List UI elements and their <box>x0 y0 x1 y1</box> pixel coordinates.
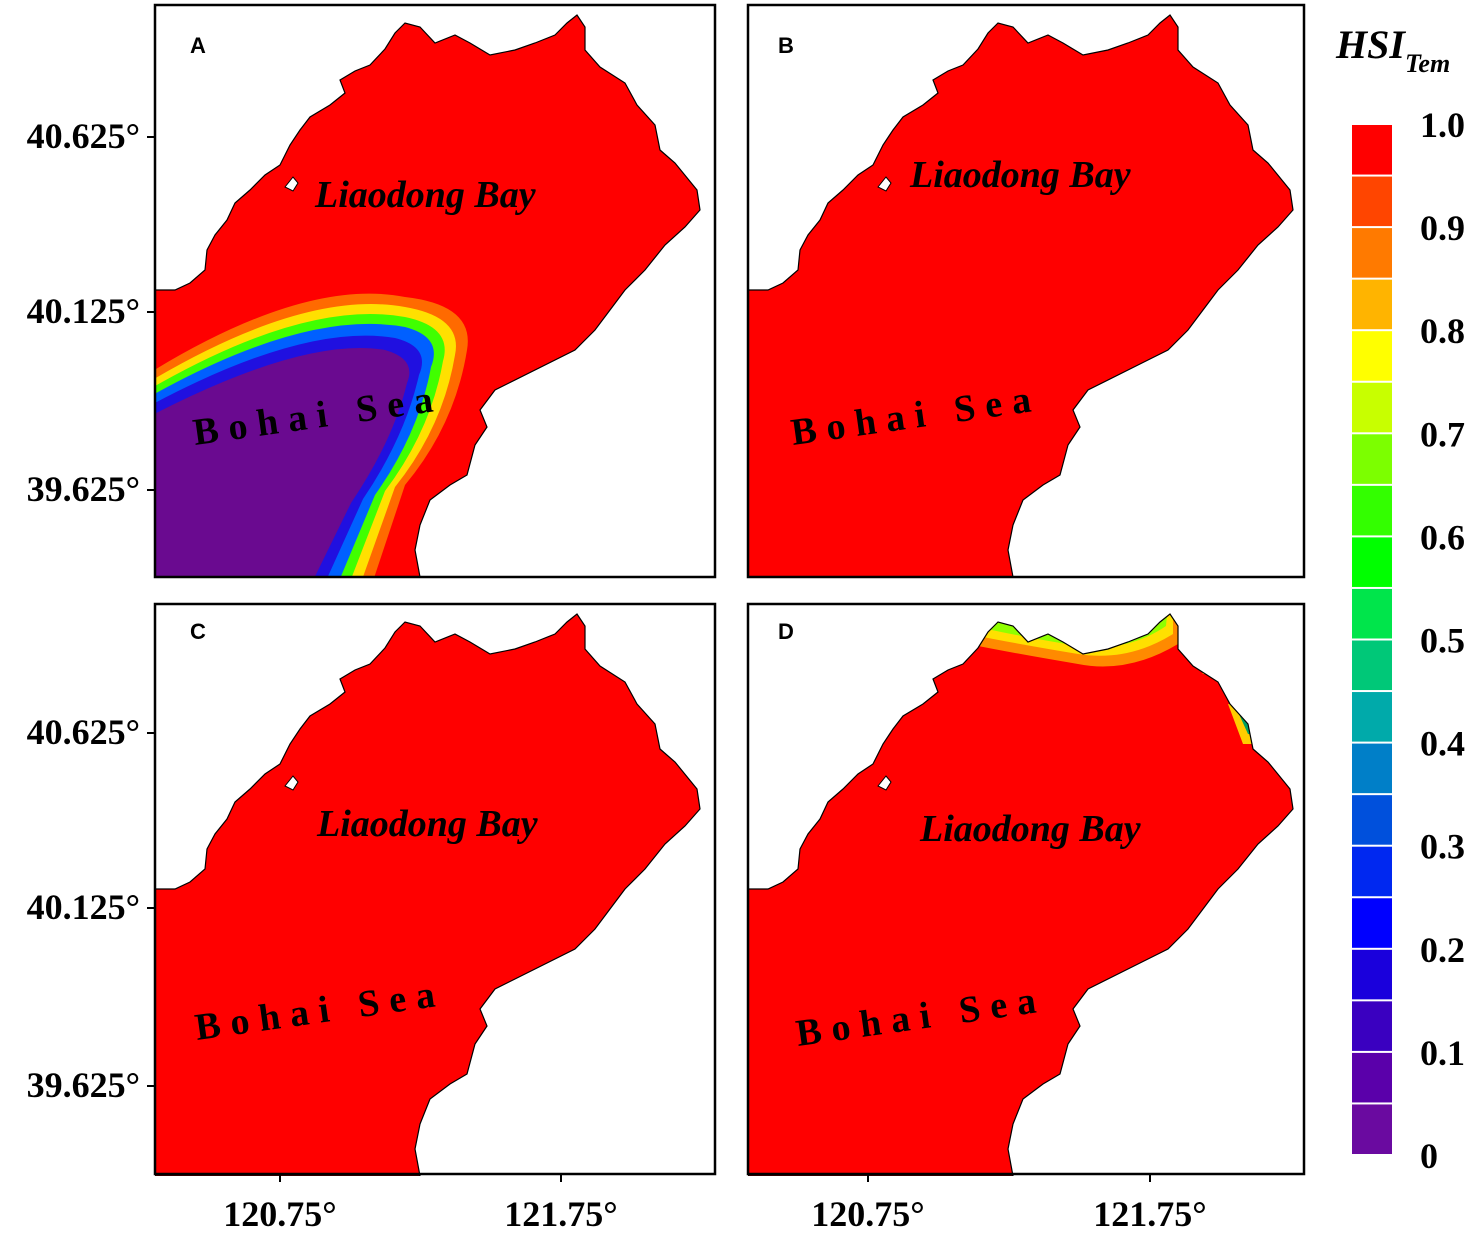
panel-frame <box>746 602 1306 1176</box>
bay-label: Liaodong Bay <box>909 154 1131 196</box>
colorbar-swatch <box>1352 279 1392 330</box>
map-panel-d: D Liaodong Bay Bohai Sea <box>746 602 1306 1176</box>
colorbar-tick-label: 0.1 <box>1420 1033 1465 1073</box>
colorbar-title-sub: Tem <box>1405 49 1450 78</box>
colorbar-swatch <box>1352 795 1392 845</box>
colorbar-tick-label: 0 <box>1420 1136 1438 1176</box>
lon-tick-label: 121.75° <box>1093 1194 1206 1233</box>
bay-water <box>748 15 1293 577</box>
latitude-axis-top: 40.625° 40.125° 39.625° <box>27 116 155 509</box>
colorbar-swatch <box>1352 588 1392 639</box>
bay-label: Liaodong Bay <box>314 174 536 216</box>
colorbar-swatches <box>1352 125 1392 1154</box>
lat-tick-label: 40.625° <box>27 116 140 156</box>
map-panel-a: A Liaodong Bay Bohai Sea <box>153 3 717 579</box>
lon-tick-label: 120.75° <box>223 1194 336 1233</box>
lat-tick-label: 40.125° <box>27 291 140 331</box>
colorbar-title: HSITem <box>1335 22 1450 78</box>
island <box>284 176 299 192</box>
colorbar-swatch <box>1352 898 1392 948</box>
longitude-axis-right: 120.75° 121.75° <box>811 1174 1207 1233</box>
panel-frame <box>153 3 717 579</box>
latitude-axis-bottom: 40.625° 40.125° 39.625° <box>27 712 155 1105</box>
colorbar-tick-label: 0.5 <box>1420 621 1465 661</box>
colorbar-swatch <box>1352 1052 1392 1103</box>
lon-tick-label: 121.75° <box>504 1194 617 1233</box>
colorbar-title-main: HSI <box>1335 22 1406 67</box>
colorbar-tick-label: 0.3 <box>1420 827 1465 867</box>
bay-label: Liaodong Bay <box>316 803 538 845</box>
colorbar: HSITem 1.0 0.9 0.8 0.7 0.6 0.5 0.4 0.3 0.2 0.1 0 <box>1335 22 1465 1176</box>
colorbar-tick-label: 1.0 <box>1420 105 1465 145</box>
colorbar-tick-label: 0.9 <box>1420 208 1465 248</box>
lat-tick-label: 39.625° <box>27 1065 140 1105</box>
colorbar-tick-label: 0.8 <box>1420 311 1465 351</box>
colorbar-swatch <box>1352 640 1392 691</box>
colorbar-swatch <box>1352 949 1392 1000</box>
colorbar-swatch <box>1352 382 1392 433</box>
island <box>877 775 892 791</box>
lon-tick-label: 120.75° <box>811 1194 924 1233</box>
panel-frame <box>153 602 717 1176</box>
panel-frame <box>746 3 1306 579</box>
colorbar-swatch <box>1352 692 1392 742</box>
panel-label: C <box>190 619 206 644</box>
colorbar-swatch <box>1352 176 1392 227</box>
colorbar-swatch <box>1352 485 1392 536</box>
colorbar-swatch <box>1352 1001 1392 1051</box>
bay-water <box>748 614 1293 1176</box>
colorbar-tick-labels: 1.0 0.9 0.8 0.7 0.6 0.5 0.4 0.3 0.2 0.1 0 <box>1420 105 1465 1176</box>
map-panel-c: C Liaodong Bay Bohai Sea <box>153 602 717 1176</box>
island <box>284 775 299 791</box>
colorbar-swatch <box>1352 434 1392 484</box>
panel-label: B <box>778 33 794 58</box>
colorbar-swatch <box>1352 846 1392 897</box>
colorbar-swatch <box>1352 125 1392 175</box>
colorbar-swatch <box>1352 331 1392 381</box>
colorbar-tick-label: 0.6 <box>1420 517 1465 557</box>
colorbar-swatch <box>1352 228 1392 278</box>
colorbar-swatch <box>1352 1104 1392 1154</box>
longitude-axis-left: 120.75° 121.75° <box>223 1174 618 1233</box>
lat-tick-label: 40.125° <box>27 887 140 927</box>
bay-water <box>155 614 700 1176</box>
colorbar-swatch <box>1352 743 1392 794</box>
island <box>877 176 892 192</box>
lat-tick-label: 40.625° <box>27 712 140 752</box>
bay-label: Liaodong Bay <box>919 808 1141 850</box>
colorbar-tick-label: 0.2 <box>1420 930 1465 970</box>
colorbar-tick-label: 0.4 <box>1420 724 1465 764</box>
map-panel-b: B Liaodong Bay Bohai Sea <box>746 3 1306 579</box>
panel-label: D <box>778 619 794 644</box>
lat-tick-label: 39.625° <box>27 469 140 509</box>
low-suitability-zone <box>155 293 468 577</box>
panel-label: A <box>190 33 206 58</box>
colorbar-tick-label: 0.7 <box>1420 414 1465 454</box>
colorbar-swatch <box>1352 537 1392 587</box>
